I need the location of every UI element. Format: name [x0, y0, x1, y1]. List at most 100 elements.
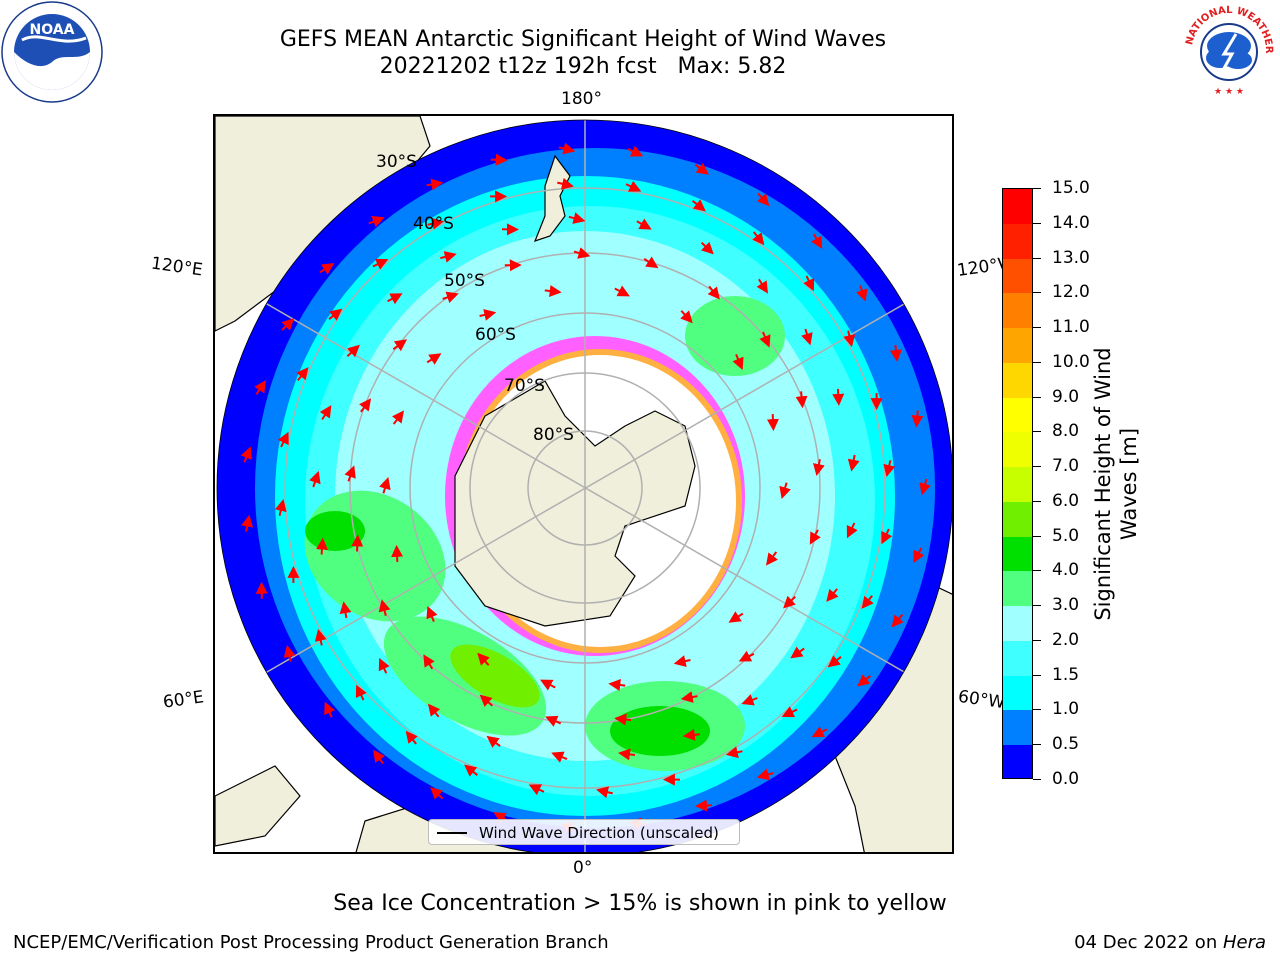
chart-subtitle: 20221202 t12z 192h fcst Max: 5.82: [379, 54, 787, 79]
wave-direction-arrow: [694, 162, 709, 175]
wave-direction-arrow: [283, 644, 296, 662]
colorbar-tick-label: 13.0: [1052, 247, 1090, 268]
wave-direction-arrow: [442, 291, 459, 304]
wave-direction-arrow: [801, 328, 813, 346]
wave-direction-arrow: [351, 534, 364, 552]
wave-direction-arrow: [387, 293, 403, 305]
footer-credit: NCEP/EMC/Verification Post Processing Pr…: [13, 932, 609, 953]
wave-direction-arrow: [557, 177, 574, 190]
wave-direction-arrow: [913, 547, 925, 563]
wave-direction-arrow: [614, 713, 632, 726]
wave-direction-arrow: [857, 674, 872, 687]
wave-direction-arrow: [339, 601, 352, 619]
legend-label: Wind Wave Direction (unscaled): [479, 824, 719, 842]
colorbar-tick-label: 6.0: [1052, 490, 1080, 511]
wave-direction-arrow: [596, 786, 613, 799]
noaa-logo-text: NOAA: [30, 22, 75, 38]
colorbar-tick-label: 12.0: [1052, 282, 1090, 303]
wave-direction-arrow: [752, 231, 765, 246]
antarctica-land: [454, 380, 696, 627]
wave-direction-arrow: [486, 735, 501, 748]
wave-direction-arrow: [756, 192, 770, 207]
wave-direction-arrow: [636, 218, 652, 230]
footer-date: 04 Dec 2022 on Hera: [1074, 932, 1266, 953]
colorbar-segment: [1003, 536, 1032, 572]
colorbar-segment: [1003, 640, 1032, 676]
wave-direction-arrow: [643, 256, 659, 269]
wave-direction-arrow: [756, 768, 774, 781]
colorbar-segment: [1003, 362, 1032, 398]
colorbar-segment: [1003, 328, 1032, 363]
lon-label-120e: 120°E: [149, 253, 204, 281]
wave-direction-arrow: [911, 410, 924, 428]
wave-direction-arrow: [426, 178, 444, 191]
colorbar-tick-label: 0.0: [1052, 769, 1080, 789]
wave-direction-arrow: [618, 748, 636, 761]
wave-direction-arrow: [573, 247, 591, 259]
colorbar-segment: [1003, 432, 1032, 467]
colorbar-segment: [1003, 606, 1032, 641]
colorbar-segment: [1003, 397, 1032, 433]
wave-direction-arrow: [832, 388, 845, 406]
colorbar-tick-label: 8.0: [1052, 421, 1080, 442]
wave-direction-arrow: [319, 263, 335, 275]
wave-direction-arrow: [254, 380, 266, 395]
wave-direction-arrow: [919, 478, 931, 496]
polar-map: [213, 114, 954, 854]
wave-direction-arrow: [856, 285, 868, 302]
footer-date-text: 04 Dec 2022 on: [1074, 932, 1223, 953]
wave-direction-arrow: [296, 367, 309, 382]
colorbar-segment: [1003, 223, 1032, 259]
lat-label-60s: 60°S: [475, 325, 516, 345]
wave-direction-arrow: [682, 728, 700, 741]
noaa-logo: NOAA: [0, 0, 104, 104]
colorbar-segment: [1003, 467, 1032, 502]
colorbar-tick-label: 10.0: [1052, 351, 1090, 372]
wave-direction-arrow: [766, 414, 779, 432]
wave-direction-arrow: [241, 514, 253, 532]
wave-direction-arrow: [328, 308, 343, 321]
wave-direction-arrow: [314, 628, 327, 646]
wave-direction-arrow: [479, 694, 494, 707]
colorbar-tick-label: 2.0: [1052, 629, 1080, 650]
lon-label-180: 180°: [561, 89, 602, 109]
colorbar-tick-label: 1.0: [1052, 699, 1080, 720]
lon-label-60e: 60°E: [161, 687, 206, 713]
wave-direction-arrow: [627, 145, 644, 157]
colorbar-segment: [1003, 189, 1032, 224]
colorbar-segment: [1003, 571, 1032, 606]
wave-direction-arrow: [783, 595, 796, 609]
wave-direction-arrow: [430, 787, 444, 800]
footer-host: Hera: [1222, 932, 1266, 953]
wave-direction-arrow: [803, 275, 815, 292]
legend-line-icon: [437, 832, 467, 834]
wave-direction-arrow: [673, 655, 691, 667]
colorbar-tick-label: 15.0: [1052, 178, 1090, 198]
wave-direction-arrow: [614, 285, 630, 297]
colorbar-tick-mark: [1033, 709, 1041, 711]
colorbar-tick-mark: [1033, 639, 1041, 641]
svg-text:★ ★ ★: ★ ★ ★: [1214, 87, 1244, 97]
wave-direction-arrow: [738, 650, 755, 662]
wave-direction-arrow: [732, 354, 744, 371]
lat-label-50s: 50°S: [444, 271, 485, 291]
wave-direction-arrow: [277, 431, 289, 448]
wave-direction-arrow: [544, 285, 562, 297]
colorbar-segment: [1003, 675, 1032, 711]
colorbar-tick-mark: [1033, 605, 1041, 607]
wave-direction-arrow: [405, 730, 418, 745]
chart-title: GEFS MEAN Antarctic Significant Height o…: [279, 27, 887, 52]
colorbar-segment: [1003, 501, 1032, 537]
lon-label-0: 0°: [573, 858, 593, 878]
wave-direction-arrow: [847, 454, 860, 472]
caption: Sea Ice Concentration > 15% is shown in …: [333, 891, 947, 916]
lon-label-60w: 60°W: [956, 686, 1007, 714]
colorbar-tick-label: 9.0: [1052, 386, 1080, 407]
wave-direction-arrow: [319, 405, 332, 421]
colorbar-tick-mark: [1033, 292, 1041, 294]
wave-direction-arrow: [781, 706, 798, 718]
wave-direction-arrow: [315, 537, 328, 555]
wave-direction-arrow: [274, 499, 287, 516]
colorbar-tick-label: 11.0: [1052, 317, 1090, 338]
wind-wave-arrows: [240, 142, 931, 834]
